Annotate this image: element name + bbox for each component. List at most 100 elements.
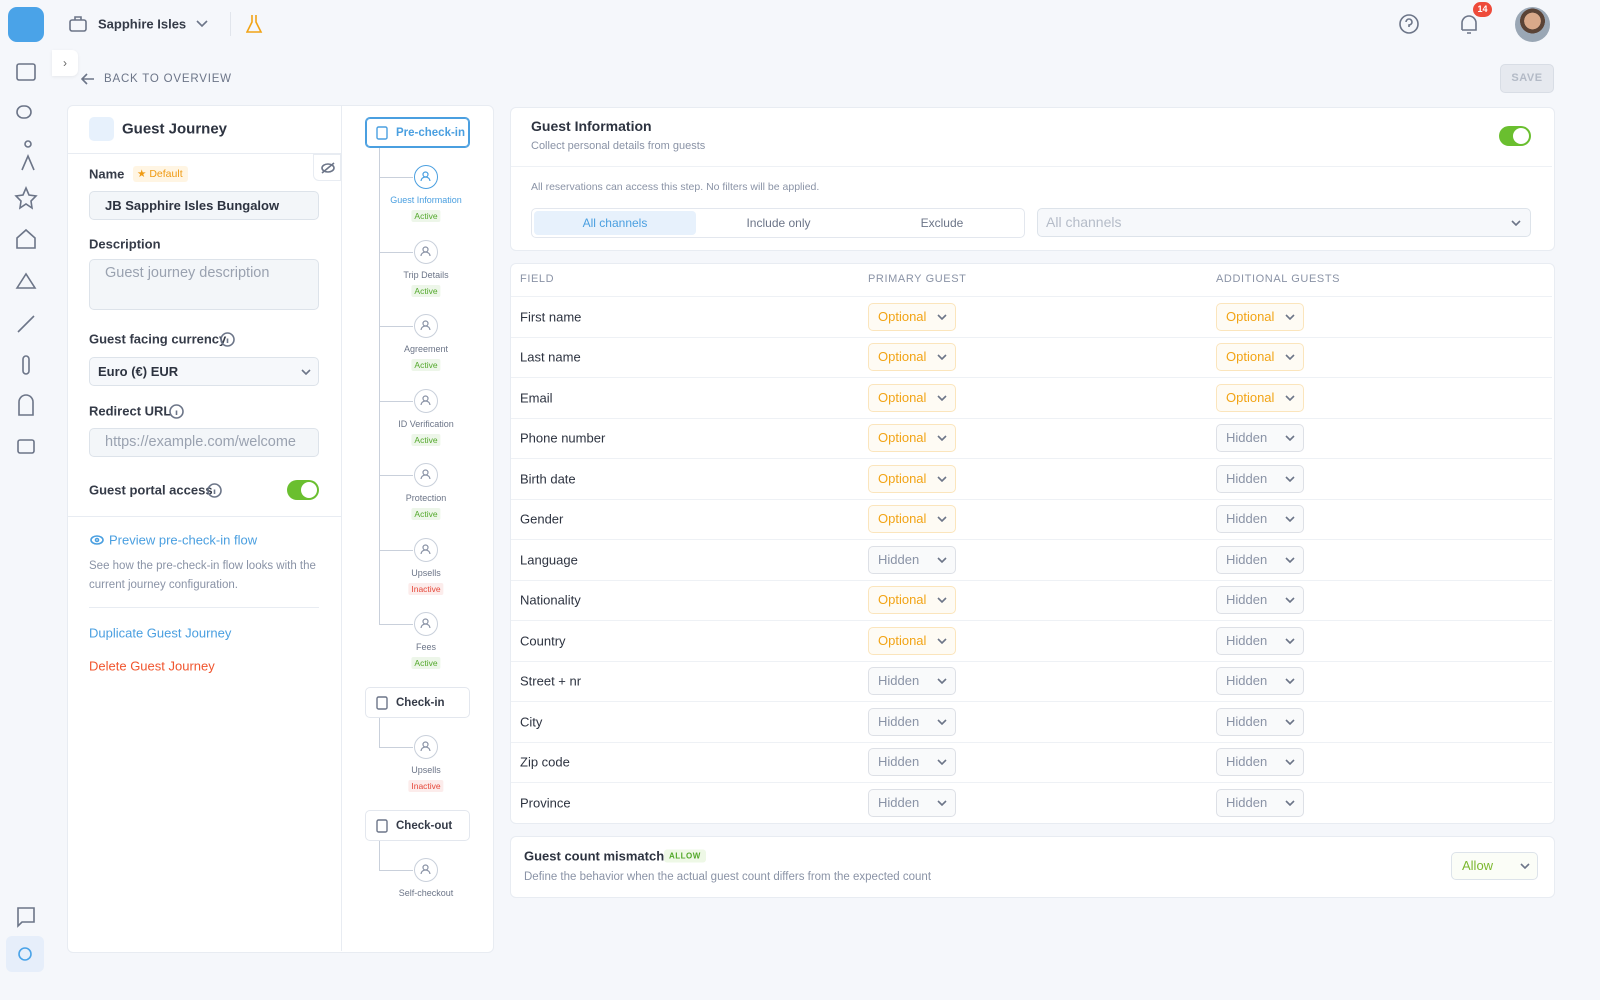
visibility-select[interactable]: Hidden (1216, 424, 1304, 452)
section-toggle[interactable] (1499, 126, 1531, 146)
visibility-select[interactable]: Hidden (868, 748, 956, 776)
redirect-input[interactable]: https://example.com/welcome (89, 428, 319, 457)
visibility-select[interactable]: Optional (868, 302, 956, 331)
help-icon[interactable] (1399, 14, 1419, 34)
visibility-select[interactable]: Hidden (1216, 788, 1304, 817)
chevron (937, 678, 947, 684)
info-icon[interactable] (220, 332, 235, 347)
visibility-select[interactable]: Hidden (1216, 545, 1304, 574)
bell-icon[interactable] (1459, 14, 1479, 36)
visibility-select[interactable]: Hidden (1216, 748, 1304, 776)
field-name: Province (520, 795, 571, 810)
step-label[interactable]: ID Verification (398, 418, 454, 429)
visibility-select[interactable]: Hidden (868, 707, 956, 736)
hide-button[interactable] (313, 154, 341, 181)
divider (230, 12, 231, 36)
visibility-select[interactable]: Optional (868, 586, 956, 614)
step-icon[interactable] (414, 388, 438, 413)
chevron (1285, 556, 1295, 563)
step-icon[interactable] (414, 537, 438, 562)
visibility-select[interactable]: Optional (1216, 383, 1304, 412)
portal-label: Guest portal access (89, 482, 213, 498)
step-label[interactable]: Trip Details (403, 269, 449, 280)
visibility-select[interactable]: Optional (868, 505, 956, 533)
channel-tab[interactable]: Exclude (920, 216, 964, 230)
visibility-select[interactable]: Optional (868, 343, 956, 371)
channel-select[interactable]: All channels (1037, 208, 1531, 237)
stage-button[interactable]: Check-out (365, 810, 470, 841)
field-name: Birth date (520, 471, 576, 486)
visibility-select[interactable]: Hidden (1216, 707, 1304, 736)
visibility-select[interactable]: Hidden (868, 545, 956, 574)
logo[interactable] (8, 7, 44, 42)
avatar[interactable] (1515, 7, 1550, 42)
visibility-select[interactable]: Optional (868, 626, 956, 655)
connector (379, 251, 413, 253)
step-label[interactable]: Agreement (403, 344, 449, 354)
step-label[interactable]: Upsells (411, 567, 441, 578)
step-label[interactable]: Fees (415, 642, 437, 652)
visibility-select[interactable]: Hidden (868, 788, 956, 817)
visibility-select[interactable]: Optional (1216, 302, 1304, 331)
stage-button[interactable]: Check-in (365, 687, 470, 718)
step-icon[interactable] (414, 735, 438, 759)
step-label[interactable]: Self-checkout (398, 888, 454, 898)
visibility-select[interactable]: Hidden (1216, 505, 1304, 533)
field-name: City (520, 714, 543, 729)
step-icon[interactable] (414, 239, 438, 264)
step-icon[interactable] (414, 463, 438, 487)
info-icon[interactable] (207, 483, 222, 498)
step-label[interactable]: Upsells (411, 765, 441, 775)
duplicate-link[interactable]: Duplicate Guest Journey (89, 625, 232, 641)
back-link[interactable]: BACK TO OVERVIEW (104, 73, 232, 85)
step-label[interactable]: Guest Information (390, 195, 462, 205)
chevron (937, 435, 947, 441)
portal-toggle[interactable] (287, 480, 319, 500)
visibility-select[interactable]: Hidden (1216, 667, 1304, 695)
row-divider (511, 296, 1552, 297)
visibility-select[interactable]: Optional (868, 424, 956, 452)
preview-description: See how the pre-check-in flow looks with… (89, 560, 316, 591)
step-icon[interactable] (414, 858, 438, 882)
channel-tabs (531, 208, 1025, 238)
divider (89, 607, 319, 608)
name-input[interactable]: JB Sapphire Isles Bungalow (89, 191, 319, 220)
expand-button[interactable]: › (52, 50, 78, 76)
lab-icon[interactable] (246, 14, 264, 34)
chevron (1285, 759, 1295, 765)
channel-tab[interactable]: All channels (534, 211, 696, 235)
save-button[interactable]: SAVE (1500, 64, 1554, 93)
preview-link[interactable]: Preview pre-check-in flow (109, 532, 258, 548)
chevron (937, 799, 947, 806)
step-status: Inactive (408, 780, 444, 792)
visibility-select[interactable]: Hidden (1216, 586, 1304, 614)
field-name: Zip code (520, 754, 570, 770)
step-icon[interactable] (414, 314, 438, 338)
row-divider (511, 377, 1552, 378)
sidebar-bottom-icons (6, 907, 44, 972)
chevron (937, 597, 947, 603)
step-label[interactable]: Protection (405, 493, 447, 503)
property-name[interactable]: Sapphire Isles (98, 16, 187, 32)
connector (379, 326, 413, 327)
description-label: Description (89, 236, 161, 252)
visibility-select[interactable]: Hidden (868, 667, 956, 695)
channel-tab[interactable]: Include only (746, 216, 811, 230)
currency-select[interactable]: Euro (€) EUR (89, 357, 319, 386)
info-icon[interactable] (169, 404, 184, 419)
step-status: Active (411, 508, 441, 520)
delete-link[interactable]: Delete Guest Journey (89, 658, 215, 674)
visibility-select[interactable]: Optional (1216, 343, 1304, 371)
visibility-select[interactable]: Hidden (1216, 626, 1304, 655)
stage-button[interactable]: Pre-check-in (365, 117, 470, 148)
sidebar-icons (14, 63, 38, 454)
step-icon[interactable] (414, 612, 438, 636)
step-icon[interactable] (414, 165, 438, 189)
visibility-select[interactable]: Hidden (1216, 464, 1304, 493)
visibility-select[interactable]: Optional (868, 464, 956, 493)
description-input[interactable]: Guest journey description (89, 259, 319, 310)
property-chevron[interactable] (196, 20, 208, 28)
connector (379, 475, 413, 476)
visibility-select[interactable]: Optional (868, 383, 956, 412)
back-arrow[interactable] (81, 73, 95, 85)
